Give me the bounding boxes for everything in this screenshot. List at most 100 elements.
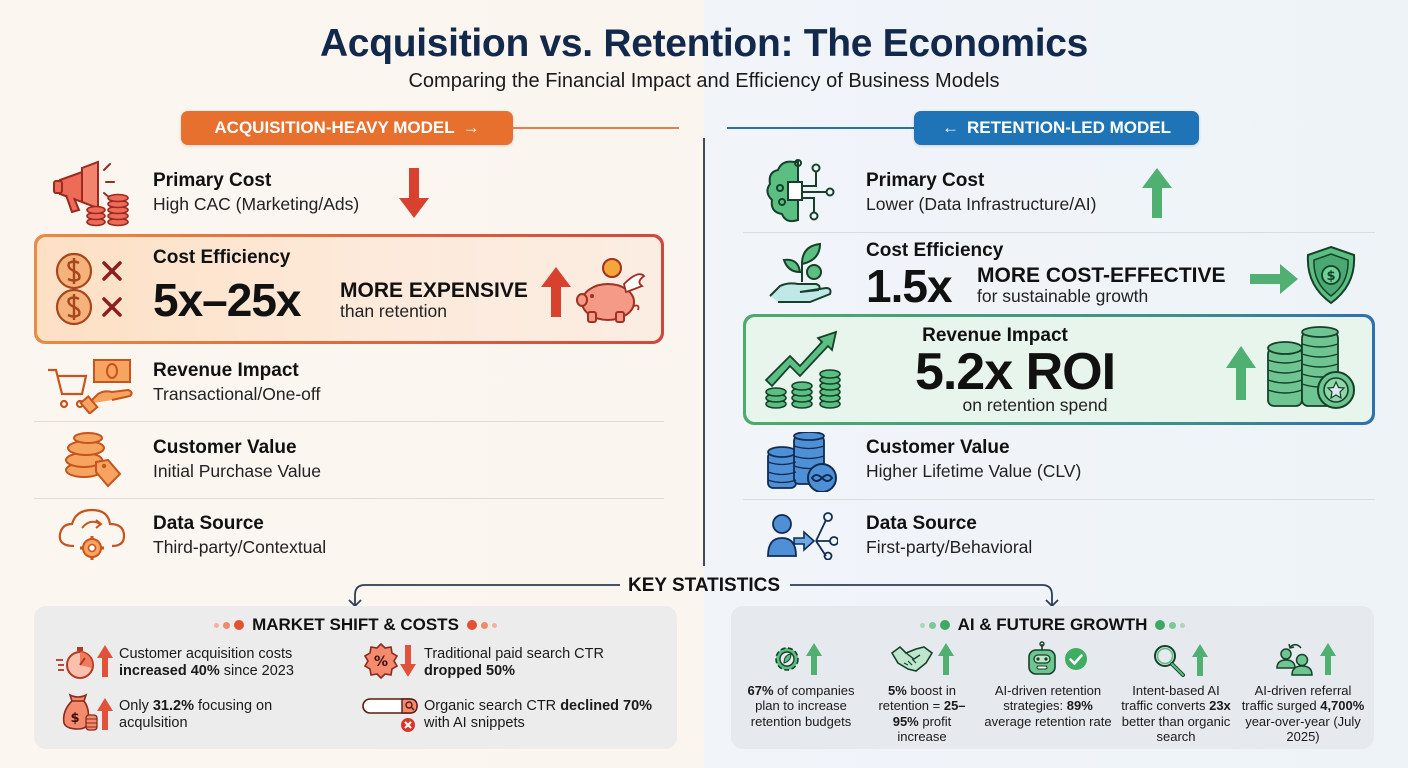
market-stat-acquisition-focus: Only 31.2% focusing on acqulsition (119, 698, 273, 732)
arrow-up-icon (806, 643, 822, 675)
ret-multiplier-caption: MORE COST-EFFECTIVE for sustainable grow… (977, 264, 1226, 307)
ai-stat-referral-traffic: AI-driven referral traffic surged 4,700%… (1241, 683, 1365, 744)
row-title: Primary Cost (866, 170, 985, 191)
cloud-gear-icon (56, 506, 128, 562)
row-title: Data Source (153, 513, 264, 534)
ret-primary-cost: Primary Cost Lower (Data Infrastructure/… (866, 170, 1097, 215)
row-value: First-party/Behavioral (866, 537, 1033, 557)
arrow-up-icon (541, 267, 571, 322)
arrow-up-icon (97, 645, 113, 682)
retention-tag-label: RETENTION-LED MODEL (967, 118, 1171, 137)
arrow-right-icon: → (462, 118, 480, 137)
market-stat-organic-ctr: Organic search CTR declined 70% with AI … (424, 698, 653, 732)
ai-stat-2-icons (890, 643, 954, 675)
row-title: Revenue Impact (153, 360, 299, 381)
row-title: Cost Efficiency (866, 240, 1004, 261)
row-title: Data Source (866, 513, 977, 534)
arrow-up-icon (1142, 168, 1172, 223)
center-divider (703, 138, 705, 566)
decorative-dots-icon (919, 620, 950, 630)
arrow-down-icon (399, 168, 429, 223)
retention-model-tag: ← RETENTION-LED MODEL (914, 111, 1199, 145)
emphasis: MORE COST-EFFECTIVE (977, 264, 1226, 287)
cart-hand-cash-icon (46, 358, 138, 414)
arrow-up-icon (1320, 643, 1336, 675)
decorative-dots-icon (1155, 620, 1186, 630)
arrow-right-icon (1250, 264, 1298, 299)
row-title: Revenue Impact (922, 325, 1068, 346)
svg-text:$: $ (70, 711, 79, 726)
gear-leaf-icon (775, 647, 799, 671)
row-value: than retention (340, 301, 448, 322)
coins-infinity-icon (766, 432, 838, 492)
ai-stat-profit-boost: 5% boost in retention = 25–95% profit in… (878, 683, 966, 744)
ret-cost-efficiency: Cost Efficiency (866, 240, 1003, 262)
arrow-up-icon (97, 698, 113, 735)
acquisition-connector-line (513, 127, 679, 129)
arrow-up-icon (1192, 644, 1208, 676)
magnifier-icon (1154, 645, 1185, 677)
arrow-up-icon (938, 643, 954, 675)
acq-customer-value: Customer Value Initial Purchase Value (153, 437, 321, 482)
ai-stat-1-icons (772, 643, 822, 675)
ret-multiplier: 1.5x (866, 260, 953, 312)
percent-badge-icon: % (363, 642, 399, 684)
arrow-left-icon: ← (942, 118, 959, 137)
stopwatch-icon (56, 644, 96, 685)
retention-connector-line (727, 127, 914, 129)
users-referral-icon (1276, 643, 1313, 676)
row-value: Transactional/One-off (153, 384, 321, 404)
ret-customer-value: Customer Value Higher Lifetime Value (CL… (866, 437, 1081, 482)
ret-data-source: Data Source First-party/Behavioral (866, 513, 1032, 558)
row-divider (743, 232, 1375, 233)
acq-multiplier: 5x–25x (153, 274, 301, 326)
page-subtitle: Comparing the Financial Impact and Effic… (408, 70, 1000, 92)
row-title: Customer Value (866, 437, 1010, 458)
emphasis: MORE EXPENSIVE (340, 279, 528, 302)
acq-primary-cost: Primary Cost High CAC (Marketing/Ads) (153, 170, 359, 215)
row-value: High CAC (Marketing/Ads) (153, 194, 360, 214)
acq-multiplier-caption: MORE EXPENSIVE than retention (340, 279, 528, 322)
shield-dollar-icon: $ (1304, 245, 1358, 305)
brain-circuit-icon (764, 158, 840, 226)
acq-cost-efficiency: Cost Efficiency (153, 247, 290, 269)
decorative-dots-icon (214, 620, 245, 630)
row-divider (34, 498, 664, 499)
ret-revenue-impact-title: Revenue Impact (875, 325, 1115, 347)
key-statistics-label: KEY STATISTICS (627, 575, 781, 596)
coins-tag-icon (60, 432, 124, 488)
user-network-icon (766, 510, 838, 560)
market-shift-title: MARKET SHIFT & COSTS (34, 615, 677, 635)
row-title: Customer Value (153, 437, 297, 458)
decorative-dots-icon (466, 620, 497, 630)
row-value: for sustainable growth (977, 286, 1149, 307)
ai-stat-retention-rate: AI-driven retention strategies: 89% aver… (984, 683, 1112, 729)
row-value: Lower (Data Infrastructure/AI) (866, 194, 1097, 214)
ai-stat-5-icons (1276, 642, 1336, 676)
growth-chart-coins-icon (762, 328, 844, 410)
row-divider (743, 499, 1375, 500)
market-shift-panel (34, 606, 677, 749)
acquisition-tag-label: ACQUISITION-HEAVY MODEL (214, 118, 455, 137)
money-bag-icon: $ (62, 693, 98, 736)
page-title: Acquisition vs. Retention: The Economics (319, 22, 1089, 65)
search-bar-x-icon (362, 697, 420, 738)
handshake-icon (890, 645, 934, 672)
ret-roi: 5.2x ROI (914, 343, 1116, 401)
ai-stat-4-icons (1152, 643, 1208, 677)
acq-revenue-impact: Revenue Impact Transactional/One-off (153, 360, 320, 405)
arrow-up-icon (1226, 346, 1256, 405)
row-title: Cost Efficiency (153, 247, 291, 268)
megaphone-coins-icon (52, 158, 132, 228)
ai-growth-title: AI & FUTURE GROWTH (731, 615, 1374, 635)
svg-text:$: $ (1326, 269, 1335, 284)
row-value: Higher Lifetime Value (CLV) (866, 461, 1082, 481)
acquisition-model-tag: ACQUISITION-HEAVY MODEL → (181, 111, 513, 145)
ret-roi-caption: on retention spend (962, 395, 1108, 415)
row-value: Third-party/Contextual (153, 537, 327, 557)
acq-data-source: Data Source Third-party/Contextual (153, 513, 326, 558)
ai-stat-3-icons (1026, 641, 1088, 677)
svg-text:%: % (374, 654, 388, 670)
robot-icon (1028, 641, 1056, 675)
piggy-bank-wings-icon (576, 254, 646, 326)
